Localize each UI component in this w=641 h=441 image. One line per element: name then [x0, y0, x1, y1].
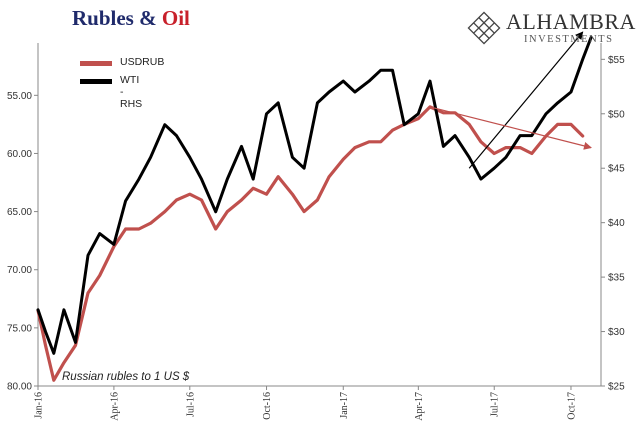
logo-subtitle: INVESTMENTS: [524, 34, 614, 45]
left-tick-label: 70.00: [7, 265, 32, 276]
series-line-wti: [36, 36, 593, 355]
right-tick-label: $50: [608, 109, 625, 120]
chart-title-part2: Oil: [161, 6, 190, 30]
x-tick-label: Apr-16: [109, 392, 120, 421]
series-line-usdrub: [36, 105, 585, 382]
right-tick-label: $40: [608, 218, 625, 229]
x-tick-label: Oct-16: [262, 392, 273, 420]
right-tick-label: $35: [608, 273, 625, 284]
usdrub-trend-arrow: [429, 106, 592, 150]
chart-title-part1: Rubles &: [72, 6, 157, 30]
wti-trend-arrow: [468, 31, 584, 169]
left-tick-label: 80.00: [7, 382, 32, 393]
right-tick-label: $45: [608, 164, 625, 175]
right-tick-label: $25: [608, 382, 625, 393]
chart-note: Russian rubles to 1 US $: [62, 371, 190, 383]
diamond-lattice-icon: [467, 11, 501, 45]
x-tick-label: Apr-17: [414, 392, 425, 421]
x-tick-label: Jan-16: [34, 392, 45, 419]
x-tick-label: Jul-16: [185, 392, 196, 417]
left-tick-label: 60.00: [7, 149, 32, 160]
brand-logo: ALHAMBRA INVESTMENTS: [466, 8, 636, 48]
legend-swatch-wti: [80, 79, 112, 84]
right-tick-label: $55: [608, 55, 625, 66]
left-tick-label: 65.00: [7, 207, 32, 218]
logo-name: ALHAMBRA: [506, 9, 636, 34]
legend-label-usdrub: USDRUB: [120, 56, 165, 68]
left-tick-label: 55.00: [7, 91, 32, 102]
left-tick-label: 75.00: [7, 323, 32, 334]
chart-title: Rubles & Oil: [72, 6, 190, 31]
right-tick-label: $30: [608, 327, 625, 338]
legend-swatch-usdrub: [80, 61, 112, 66]
legend-label-wti: WTI - RHS: [120, 74, 143, 110]
x-tick-label: Jan-17: [339, 392, 350, 419]
x-tick-label: Oct-17: [566, 392, 577, 420]
x-tick-label: Jul-17: [490, 392, 501, 417]
